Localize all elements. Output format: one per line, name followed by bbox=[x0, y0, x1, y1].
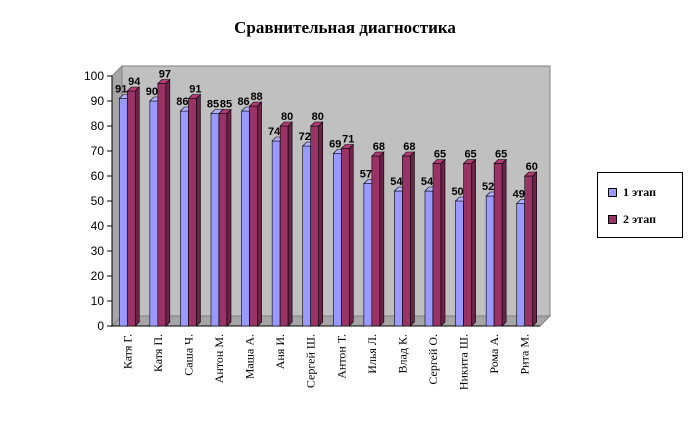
data-label-1-7: 72 bbox=[299, 131, 311, 143]
data-label-1-9: 57 bbox=[360, 169, 372, 181]
data-label-2-11: 65 bbox=[434, 149, 446, 161]
bar-2-2 bbox=[157, 78, 171, 327]
plot-floor bbox=[110, 315, 552, 327]
legend-item-series-1: 1 этап bbox=[608, 184, 656, 200]
category-label-11: Сергей О. bbox=[426, 334, 440, 385]
data-label-2-6: 80 bbox=[281, 111, 293, 123]
bar-2-14 bbox=[523, 171, 538, 327]
bar-2-1 bbox=[126, 86, 141, 327]
data-label-2-2: 97 bbox=[159, 69, 171, 81]
y-tick-label: 10 bbox=[91, 294, 105, 308]
category-label-3: Саша Ч. bbox=[181, 334, 195, 376]
y-axis: 0 10 20 30 40 50 60 70 80 90 100 bbox=[84, 69, 540, 333]
data-label-2-13: 65 bbox=[495, 149, 507, 161]
bar-2-11 bbox=[432, 158, 446, 327]
legend-label-series-2: 2 этап bbox=[623, 211, 656, 226]
data-label-1-11: 54 bbox=[421, 176, 434, 188]
category-label-8: Антон Т. bbox=[334, 334, 348, 379]
category-label-13: Рома А. bbox=[487, 334, 501, 374]
bar-2-3 bbox=[187, 93, 202, 327]
y-tick-label: 70 bbox=[91, 144, 105, 158]
category-label-5: Маша А. bbox=[243, 334, 257, 379]
bar-2-10 bbox=[401, 151, 416, 327]
category-label-2: Катя П. bbox=[151, 334, 165, 372]
bar-2-13 bbox=[493, 158, 507, 327]
data-label-2-1: 94 bbox=[128, 76, 141, 88]
y-tick-label: 30 bbox=[91, 244, 105, 258]
data-label-1-1: 91 bbox=[115, 84, 127, 96]
data-label-2-8: 71 bbox=[342, 134, 354, 146]
category-labels: Катя Г. Катя П. Саша Ч. Антон М. Маша А. Аня … bbox=[120, 334, 531, 390]
category-label-14: Рита М. bbox=[518, 334, 532, 374]
data-label-1-5: 86 bbox=[237, 96, 249, 108]
data-label-1-3: 86 bbox=[176, 96, 188, 108]
legend-swatch-series-1 bbox=[608, 187, 617, 197]
y-tick-label: 60 bbox=[91, 169, 105, 183]
category-label-1: Катя Г. bbox=[120, 334, 134, 369]
category-label-12: Никита Ш. bbox=[457, 334, 471, 390]
bar-2-4 bbox=[218, 108, 232, 327]
data-label-1-13: 52 bbox=[482, 181, 494, 193]
category-label-6: Аня И. bbox=[273, 334, 287, 369]
y-tick-label: 40 bbox=[91, 219, 105, 233]
y-tick-label: 0 bbox=[97, 319, 104, 333]
bars bbox=[118, 78, 538, 327]
y-tick-label: 90 bbox=[91, 94, 105, 108]
bar-2-9 bbox=[371, 151, 385, 327]
y-tick-label: 100 bbox=[84, 69, 104, 83]
legend-swatch-series-2 bbox=[608, 214, 617, 224]
y-tick-label: 80 bbox=[91, 119, 105, 133]
data-label-2-4: 85 bbox=[220, 99, 232, 111]
bar-2-8 bbox=[340, 143, 355, 327]
bar-2-12 bbox=[462, 158, 477, 327]
data-label-1-6: 74 bbox=[268, 126, 281, 138]
bar-2-6 bbox=[279, 121, 293, 327]
legend-item-series-2: 2 этап bbox=[608, 211, 656, 227]
legend-label-series-1: 1 этап bbox=[623, 184, 656, 199]
data-label-2-7: 80 bbox=[312, 111, 324, 123]
bar-2-7 bbox=[309, 121, 324, 327]
data-label-2-3: 91 bbox=[189, 84, 201, 96]
data-label-1-2: 90 bbox=[146, 86, 158, 98]
data-label-2-9: 68 bbox=[373, 141, 385, 153]
category-label-7: Сергей Ш. bbox=[304, 334, 318, 388]
data-label-1-12: 50 bbox=[451, 186, 463, 198]
data-label-2-10: 68 bbox=[403, 141, 415, 153]
bar-2-5 bbox=[248, 101, 263, 327]
data-label-1-10: 54 bbox=[390, 176, 403, 188]
data-label-2-12: 65 bbox=[464, 149, 476, 161]
category-label-10: Влад К. bbox=[395, 334, 409, 373]
data-label-2-14: 60 bbox=[526, 161, 538, 173]
y-tick-label: 20 bbox=[91, 269, 105, 283]
data-label-1-8: 69 bbox=[329, 139, 341, 151]
data-label-1-14: 49 bbox=[513, 189, 525, 201]
data-label-1-4: 85 bbox=[207, 99, 219, 111]
chart-title: Сравнительная диагностика bbox=[234, 18, 456, 37]
legend: 1 этап 2 этап bbox=[597, 172, 683, 238]
y-tick-label: 50 bbox=[91, 194, 105, 208]
category-label-9: Илья Л. bbox=[365, 334, 379, 374]
data-label-2-5: 88 bbox=[250, 91, 262, 103]
category-label-4: Антон М. bbox=[212, 334, 226, 383]
